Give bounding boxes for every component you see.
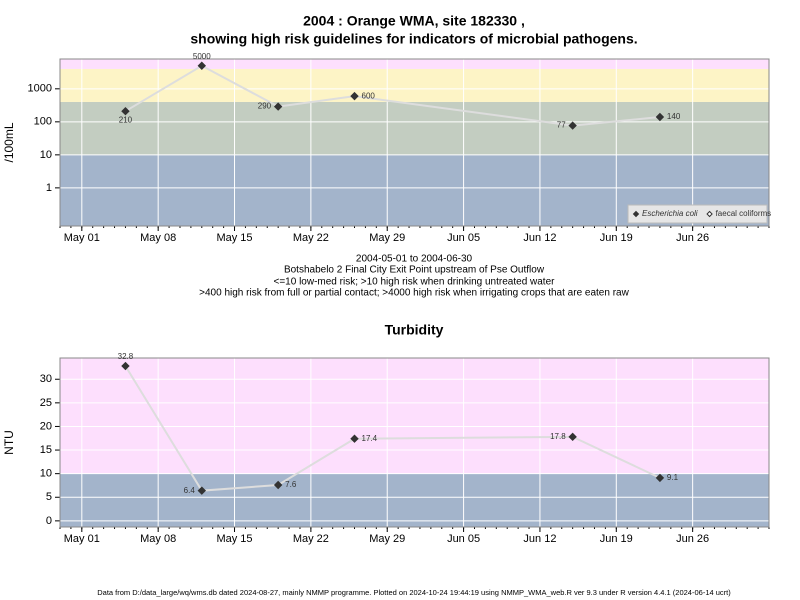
- point: [655, 473, 665, 483]
- y-tick-label: 15: [40, 444, 52, 456]
- y-axis-label: /100mL: [2, 122, 16, 162]
- y-tick-label: 5: [46, 491, 52, 503]
- plot-frame: [59, 357, 770, 528]
- x-tick-label: May 22: [293, 533, 329, 545]
- point: [121, 106, 130, 116]
- x-tick-label: May 08: [140, 533, 176, 545]
- legend-label: faecal coliforms: [716, 209, 772, 218]
- x-tick-label: May 15: [216, 533, 252, 545]
- plot-frame: [59, 58, 770, 227]
- point: [350, 434, 359, 443]
- y-tick-label: 100: [34, 116, 52, 128]
- y-tick-label: 10: [40, 468, 52, 480]
- series-line: [124, 365, 661, 492]
- risk-band: [60, 358, 769, 474]
- footnote: Data from D:/data_large/wq/wms.db dated …: [97, 588, 731, 597]
- value-label: 17.4: [362, 434, 378, 443]
- x-tick-label: May 01: [64, 533, 100, 545]
- x-tick-label: Jun 12: [523, 232, 556, 244]
- value-label: 140: [667, 112, 681, 121]
- y-tick-label: 25: [40, 397, 52, 409]
- value-label: 6.4: [184, 486, 196, 495]
- x-tick-label: May 08: [140, 232, 176, 244]
- risk-band: [60, 59, 769, 69]
- point: [273, 480, 283, 490]
- value-label: 7.6: [285, 480, 297, 489]
- x-tick-label: Jun 05: [447, 533, 480, 545]
- point: [121, 361, 130, 371]
- y-axis-label: NTU: [2, 430, 16, 455]
- point: [568, 432, 577, 442]
- note: 2004-05-01 to 2004-06-30: [356, 254, 473, 265]
- x-tick-label: Jun 26: [676, 232, 709, 244]
- x-tick-label: Jun 12: [523, 533, 556, 545]
- point: [655, 112, 665, 122]
- value-label: 5000: [193, 52, 211, 61]
- legend-marker: [706, 210, 713, 218]
- note: >400 high risk from full or partial cont…: [199, 288, 629, 299]
- value-label: 600: [362, 91, 376, 100]
- x-tick-label: Jun 05: [447, 232, 480, 244]
- value-label: 77: [557, 121, 566, 130]
- value-label: 17.8: [550, 432, 566, 441]
- note: <=10 low-med risk; >10 high risk when dr…: [274, 277, 556, 288]
- value-label: 9.1: [667, 473, 679, 482]
- x-tick-label: May 15: [216, 232, 252, 244]
- legend-box: [627, 204, 768, 224]
- chart-title: 2004 : Orange WMA, site 182330 ,: [303, 13, 525, 29]
- x-tick-label: Jun 19: [600, 533, 633, 545]
- value-label: 32.8: [118, 352, 134, 361]
- x-tick-label: Jun 19: [600, 232, 633, 244]
- series-line: [124, 64, 661, 127]
- y-tick-label: 0: [46, 515, 52, 527]
- risk-band: [60, 473, 769, 527]
- y-tick-label: 30: [40, 373, 52, 385]
- y-tick-label: 1: [46, 182, 52, 194]
- risk-band: [60, 68, 769, 102]
- value-label: 210: [119, 115, 133, 124]
- y-tick-label: 20: [40, 420, 52, 432]
- point: [568, 121, 577, 130]
- legend-marker: [632, 210, 640, 218]
- risk-band: [60, 101, 769, 155]
- value-label: 290: [258, 102, 272, 111]
- x-tick-label: May 01: [64, 232, 100, 244]
- point: [273, 102, 283, 111]
- chart-subtitle: showing high risk guidelines for indicat…: [190, 31, 637, 47]
- x-tick-label: May 29: [369, 533, 405, 545]
- chart-title: Turbidity: [385, 322, 444, 338]
- x-tick-label: May 29: [369, 232, 405, 244]
- note: Botshabelo 2 Final City Exit Point upstr…: [284, 265, 545, 276]
- point: [197, 486, 207, 495]
- y-tick-label: 1000: [28, 83, 52, 95]
- x-tick-label: May 22: [293, 232, 329, 244]
- point: [197, 61, 207, 70]
- y-tick-label: 10: [40, 149, 52, 161]
- x-tick-label: Jun 26: [676, 533, 709, 545]
- legend-label: Escherichia coli: [642, 209, 698, 218]
- point: [350, 91, 359, 101]
